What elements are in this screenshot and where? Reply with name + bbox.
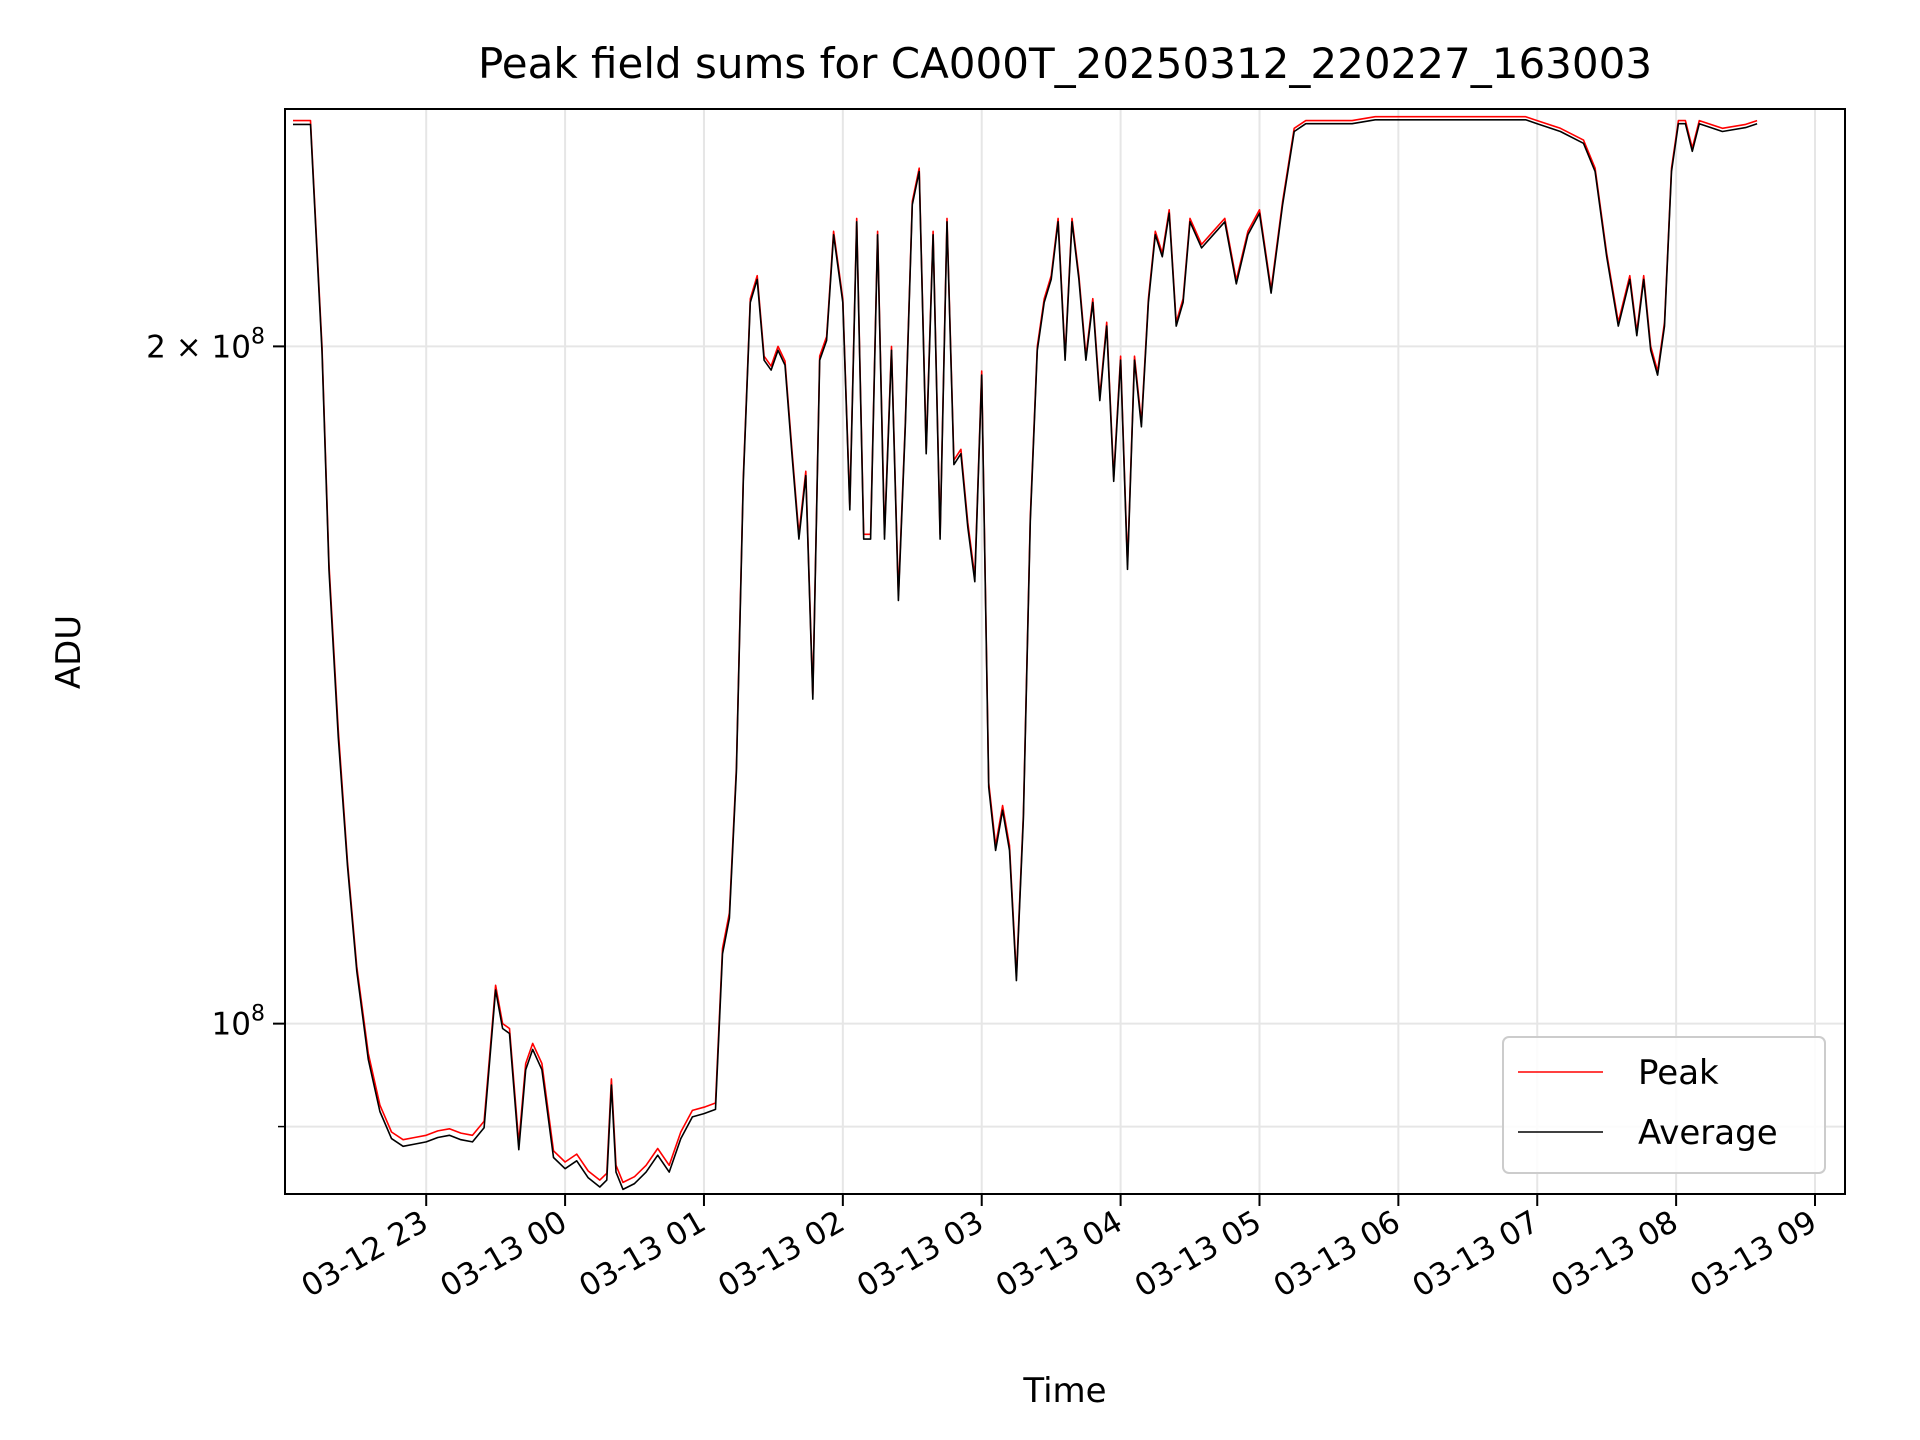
y-axis-label: ADU [49, 615, 89, 689]
y-tick-label: 108 [212, 1002, 265, 1043]
chart-title: Peak field sums for CA000T_20250312_2202… [478, 39, 1652, 88]
legend: Peak Average [1502, 1036, 1826, 1174]
y-tick-label: 2 × 108 [146, 324, 265, 365]
series-line-average [293, 119, 1758, 1191]
plot-area-frame [284, 108, 1846, 1195]
series-lines [293, 115, 1758, 1191]
legend-label-peak: Peak [1638, 1053, 1719, 1093]
legend-label-average: Average [1638, 1113, 1778, 1153]
x-axis-label: Time [1022, 1371, 1106, 1411]
legend-box [1502, 1036, 1826, 1174]
y-axis-ticks: 108 2 × 108 [146, 324, 285, 1128]
